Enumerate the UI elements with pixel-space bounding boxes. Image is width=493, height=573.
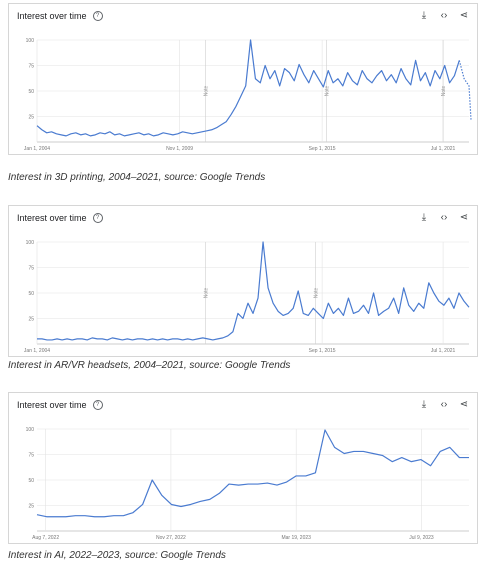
trend-card-3d-printing: Interest over time ? ⤓ ‹› ⋖ 100 75 50 25 Jan…: [8, 3, 478, 155]
card-tools: ⤓ ‹› ⋖: [419, 212, 469, 223]
card-tools: ⤓ ‹› ⋖: [419, 10, 469, 21]
y-tick-label: 50: [28, 478, 34, 484]
help-circle-icon[interactable]: ?: [92, 11, 103, 21]
download-icon[interactable]: ⤓: [421, 399, 427, 410]
y-tick-label: 75: [28, 453, 34, 459]
card-tools: ⤓ ‹› ⋖: [419, 399, 469, 410]
y-tick-label: 100: [26, 240, 35, 246]
trend-card-ar-vr: Interest over time ? ⤓ ‹› ⋖ 100 75 50 25 Jan…: [8, 205, 478, 357]
share-icon[interactable]: ⋖: [459, 10, 469, 21]
embed-code-icon[interactable]: ‹›: [440, 10, 448, 21]
line-chart-3d-printing: 100 75 50 25 Jan 1, 2004 Nov 1, 2009 Sep 1, 20…: [24, 38, 472, 152]
card-title-text: Interest over time: [17, 213, 87, 223]
x-tick-label: Jul 1, 2021: [431, 348, 456, 354]
note-label: Note: [324, 86, 330, 97]
x-tick-label: Nov 1, 2009: [166, 146, 193, 152]
card-title: Interest over time ?: [17, 11, 103, 21]
card-title: Interest over time ?: [17, 400, 103, 410]
y-tick-label: 75: [28, 64, 34, 70]
note-label: Note: [203, 86, 209, 97]
help-circle-icon[interactable]: ?: [92, 400, 103, 410]
caption-3d-printing: Interest in 3D printing, 2004–2021, sour…: [8, 172, 266, 183]
share-icon[interactable]: ⋖: [459, 212, 469, 223]
y-tick-label: 100: [26, 427, 35, 433]
series-line: [36, 429, 469, 518]
y-tick-label: 25: [28, 317, 34, 323]
x-tick-label: Mar 19, 2023: [281, 535, 311, 541]
x-tick-label: Sep 1, 2015: [309, 146, 336, 152]
y-tick-label: 75: [28, 266, 34, 272]
help-circle-icon[interactable]: ?: [92, 213, 103, 223]
line-chart-ai: 100 75 50 25 Aug 7, 2022 Nov 27, 2022 Mar 19, …: [26, 427, 469, 541]
note-label: Note: [441, 86, 447, 97]
embed-code-icon[interactable]: ‹›: [440, 212, 448, 223]
y-tick-label: 100: [26, 38, 35, 44]
series-line-partial: [458, 60, 472, 120]
card-title-text: Interest over time: [17, 11, 87, 21]
line-chart-ar-vr: 100 75 50 25 Jan 1, 2004 Sep 1, 2015 Jul 1, 20…: [24, 240, 470, 354]
card-title-text: Interest over time: [17, 400, 87, 410]
download-icon[interactable]: ⤓: [421, 212, 427, 223]
x-tick-label: Sep 1, 2015: [309, 348, 336, 354]
x-tick-label: Jan 1, 2004: [24, 348, 50, 354]
share-icon[interactable]: ⋖: [459, 399, 469, 410]
series-line: [36, 39, 460, 137]
x-tick-label: Nov 27, 2022: [156, 535, 186, 541]
y-tick-label: 50: [28, 291, 34, 297]
download-icon[interactable]: ⤓: [421, 10, 427, 21]
x-tick-label: Jan 1, 2004: [24, 146, 50, 152]
embed-code-icon[interactable]: ‹›: [440, 399, 448, 410]
y-tick-label: 25: [28, 115, 34, 121]
x-tick-label: Aug 7, 2022: [32, 535, 59, 541]
x-tick-label: Jul 9, 2023: [409, 535, 434, 541]
y-tick-label: 25: [28, 504, 34, 510]
caption-ai: Interest in AI, 2022–2023, source: Googl…: [8, 550, 226, 561]
trend-card-ai: Interest over time ? ⤓ ‹› ⋖ 100 75 50 25 Aug…: [8, 392, 478, 544]
note-label: Note: [314, 288, 320, 299]
y-tick-label: 50: [28, 89, 34, 95]
note-label: Note: [203, 288, 209, 299]
series-line: [37, 241, 470, 341]
caption-ar-vr: Interest in AR/VR headsets, 2004–2021, s…: [8, 360, 291, 371]
x-tick-label: Jul 1, 2021: [431, 146, 456, 152]
card-title: Interest over time ?: [17, 213, 103, 223]
